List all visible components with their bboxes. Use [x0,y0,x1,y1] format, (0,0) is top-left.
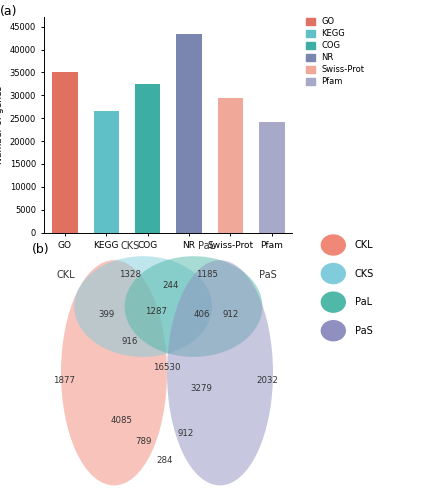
Text: CKL: CKL [355,240,373,250]
Circle shape [321,235,345,255]
Text: 284: 284 [156,456,173,465]
Text: 912: 912 [177,429,194,438]
Text: 1877: 1877 [53,376,74,385]
Text: PaL: PaL [355,297,372,307]
Bar [93,112,119,232]
Text: 4085: 4085 [111,416,133,425]
Circle shape [321,320,345,340]
Bar [218,98,243,232]
Text: 3279: 3279 [190,384,212,393]
Text: 2032: 2032 [256,376,279,385]
Text: PaL: PaL [198,240,215,250]
Text: CKS: CKS [355,268,374,278]
Text: 16530: 16530 [153,363,181,372]
Bar [52,72,78,233]
Text: 399: 399 [98,310,114,319]
Text: 1328: 1328 [119,270,141,279]
Ellipse shape [61,260,167,486]
Text: PaS: PaS [355,326,373,336]
Ellipse shape [124,256,262,357]
Text: PaS: PaS [259,270,276,280]
Text: 1185: 1185 [196,270,218,279]
Text: CKL: CKL [57,270,76,280]
Text: CKS: CKS [120,240,140,250]
Text: 406: 406 [193,310,210,319]
Ellipse shape [74,256,212,357]
Text: 912: 912 [222,310,239,319]
Text: 244: 244 [163,281,179,290]
Text: (b): (b) [32,243,50,256]
Y-axis label: Number of genes: Number of genes [0,86,4,164]
Circle shape [321,264,345,283]
Text: 916: 916 [122,336,138,345]
Bar [259,122,284,232]
Text: 1287: 1287 [145,308,167,316]
Legend: GO, KEGG, COG, NR, Swiss-Prot, Pfam: GO, KEGG, COG, NR, Swiss-Prot, Pfam [307,18,365,86]
Bar [176,34,202,232]
Bar [135,84,160,233]
Text: 789: 789 [135,437,152,446]
Circle shape [321,292,345,312]
Text: (a): (a) [0,4,17,18]
Ellipse shape [167,260,273,486]
